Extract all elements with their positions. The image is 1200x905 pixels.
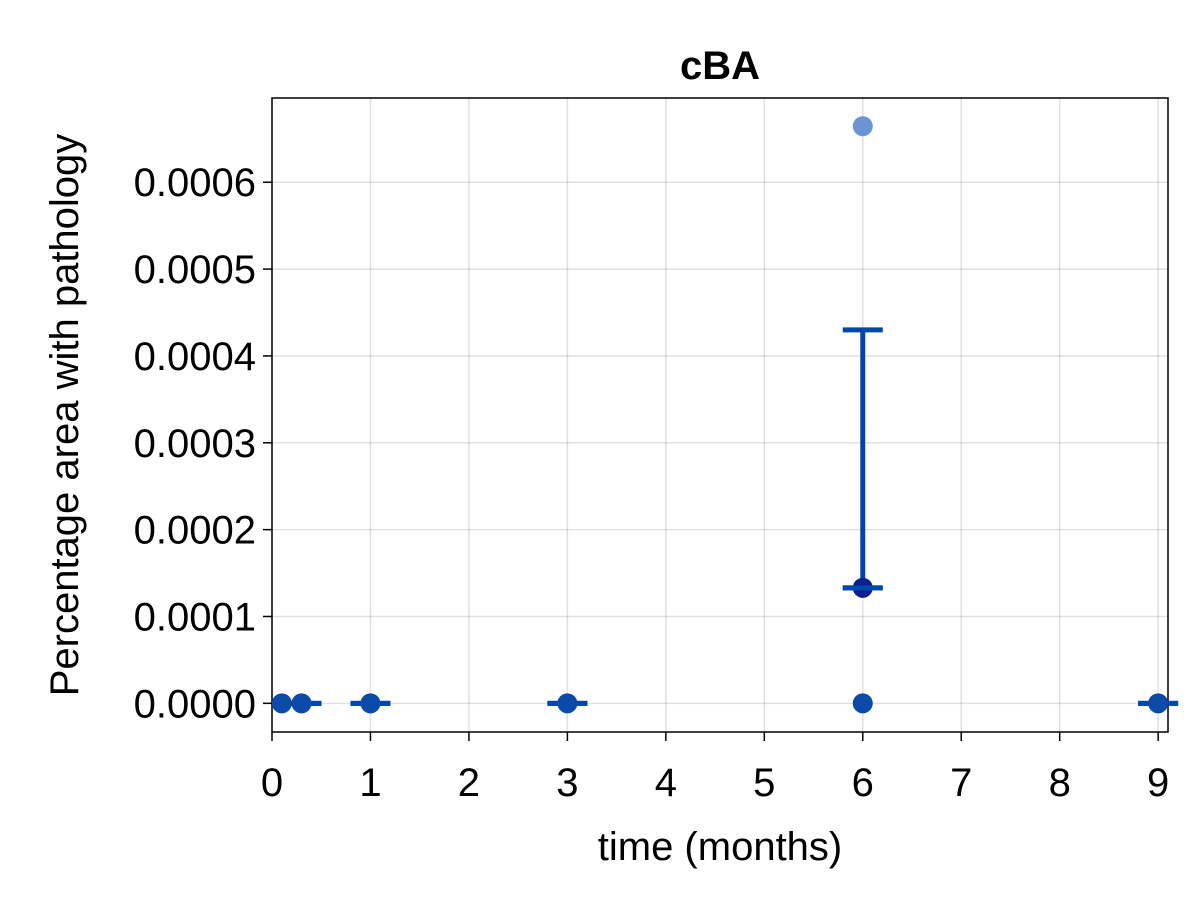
y-tick-label: 0.0004 [134,335,256,379]
y-tick-label: 0.0006 [134,161,256,205]
data-point [852,116,873,137]
x-axis-label: time (months) [598,825,843,869]
x-tick-label: 8 [1049,761,1071,805]
y-axis-label: Percentage area with pathology [43,134,87,697]
y-tick-label: 0.0002 [134,509,256,553]
y-tick-label: 0.0005 [134,248,256,292]
x-tick-label: 4 [655,761,677,805]
x-tick-label: 6 [852,761,874,805]
x-tick-label: 1 [359,761,381,805]
data-point [1148,693,1169,714]
y-tick-label: 0.0001 [134,595,256,639]
data-point [271,693,292,714]
error-bar [842,327,883,591]
x-tick-label: 9 [1147,761,1169,805]
plot-frame [271,97,1169,733]
data-point [852,693,873,714]
x-tick-label: 5 [753,761,775,805]
x-tick-label: 3 [556,761,578,805]
chart-title: cBA [680,44,760,88]
axis-ticks: 0 1 2 3 4 5 6 7 8 9 0.0000 0.0001 0.0002 0.0003 0.0004… [134,161,1170,805]
x-tick-label: 7 [950,761,972,805]
data-marks [271,116,1179,714]
data-point [291,693,312,714]
data-point [360,693,381,714]
grid [271,98,1168,732]
x-tick-label: 0 [261,761,283,805]
y-tick-label: 0.0003 [134,422,256,466]
x-tick-label: 2 [458,761,480,805]
data-point [557,693,578,714]
y-tick-label: 0.0000 [134,682,256,726]
